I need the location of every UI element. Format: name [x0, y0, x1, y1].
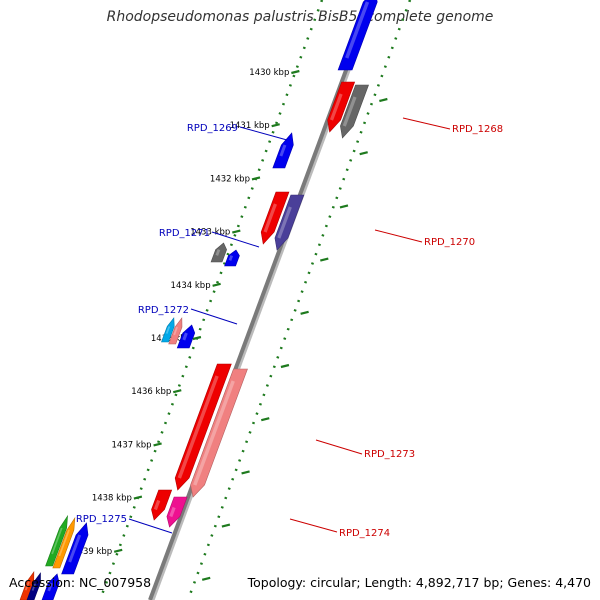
tick-mark: [232, 229, 241, 234]
gene-label-leader: [211, 231, 260, 248]
gene-label-rpd-1275[interactable]: RPD_1275: [76, 514, 127, 525]
gene-label-rpd-1271[interactable]: RPD_1271: [159, 228, 210, 239]
topology-text: Topology: circular; Length: 4,892,717 bp…: [247, 575, 591, 590]
gene-arrow-forward[interactable]: [19, 571, 35, 600]
gene-arrow-reverse[interactable]: [190, 368, 248, 498]
gene-arrow-reverse[interactable]: [340, 84, 369, 139]
gene-arrow-forward[interactable]: [26, 572, 41, 600]
tick-label: 1437 kbp: [112, 440, 152, 450]
tick-mark: [271, 123, 280, 128]
genome-title: Rhodopseudomonas palustris BisB5, comple…: [106, 9, 494, 25]
gene-arrow-forward[interactable]: [161, 317, 175, 343]
gene-arrow-forward[interactable]: [168, 317, 183, 345]
gene-label-rpd-1272[interactable]: RPD_1272: [138, 305, 189, 316]
tick-mark: [133, 495, 143, 500]
tick-mark: [300, 310, 309, 315]
tick-mark: [221, 523, 231, 528]
gene-arrow-reverse[interactable]: [166, 496, 188, 528]
tick-label: 1431 kbp: [230, 121, 270, 131]
tick-mark: [260, 417, 270, 422]
tick-mark: [379, 97, 388, 103]
gene-label-leader: [289, 518, 338, 533]
tick-mark: [291, 69, 300, 75]
gene-label-rpd-1269[interactable]: RPD_1269: [187, 123, 238, 134]
gene-arrow-reverse[interactable]: [151, 489, 173, 521]
gene-label-rpd-1273[interactable]: RPD_1273: [364, 449, 415, 460]
tick-mark: [212, 282, 221, 287]
tick-mark: [280, 363, 290, 369]
tick-mark: [241, 470, 250, 475]
tick-mark: [192, 335, 202, 341]
tick-label: 1436 kbp: [131, 387, 171, 397]
tick-mark: [251, 176, 261, 181]
gene-label-leader: [315, 439, 363, 455]
gene-arrow-forward[interactable]: [337, 0, 378, 71]
gene-arrow-forward[interactable]: [272, 132, 294, 169]
gene-arrow-forward[interactable]: [210, 242, 227, 263]
tick-label: 1430 kbp: [249, 68, 289, 78]
forward-guide-line: [98, 0, 324, 600]
tick-mark: [153, 442, 162, 447]
gene-arrow-forward[interactable]: [61, 522, 89, 575]
gene-label-leader: [374, 229, 423, 243]
gene-label-leader: [190, 308, 238, 325]
tick-label: 1434 kbp: [171, 281, 211, 291]
tick-mark: [339, 204, 349, 209]
tick-mark: [359, 151, 368, 156]
tick-label: 1438 kbp: [92, 494, 132, 504]
gene-label-rpd-1270[interactable]: RPD_1270: [424, 237, 475, 248]
gene-arrow-forward[interactable]: [41, 573, 60, 600]
tick-label: 1433 kbp: [190, 228, 230, 238]
gene-label-rpd-1274[interactable]: RPD_1274: [339, 528, 390, 539]
reverse-guide-line: [186, 0, 412, 600]
gene-arrow-reverse[interactable]: [260, 191, 290, 245]
gene-label-rpd-1268[interactable]: RPD_1268: [452, 124, 503, 135]
tick-mark: [172, 389, 182, 394]
gene-label-leader: [402, 117, 451, 130]
gene-arrow-reverse[interactable]: [274, 194, 305, 251]
gene-arrow-forward[interactable]: [45, 514, 68, 567]
tick-label: 1439 kbp: [72, 547, 112, 557]
accession-text: Accession: NC_007958: [9, 575, 152, 590]
tick-mark: [320, 257, 329, 262]
gene-arrow-reverse[interactable]: [174, 363, 232, 491]
gene-label-leader: [239, 126, 288, 141]
tick-label: 1432 kbp: [210, 174, 250, 184]
gene-arrow-forward[interactable]: [176, 324, 196, 349]
gene-arrow-forward[interactable]: [52, 516, 76, 569]
gene-label-leader: [128, 518, 173, 534]
gene-arrow-reverse[interactable]: [327, 81, 356, 133]
tick-mark: [113, 548, 123, 553]
tick-mark: [201, 576, 211, 581]
gene-arrow-forward[interactable]: [224, 249, 240, 267]
